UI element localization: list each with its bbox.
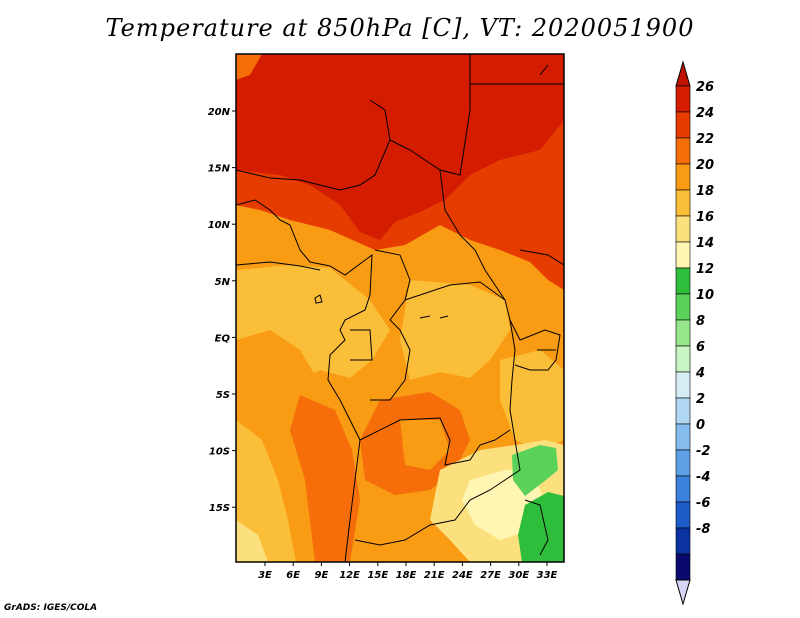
contour-18-20-central	[400, 280, 510, 380]
colorbar-top-arrow	[675, 60, 691, 87]
colorbar-swatch	[675, 111, 691, 139]
colorbar-label: 20	[696, 158, 714, 173]
colorbar-label: 10	[696, 288, 714, 303]
lat-tick-label: 15S	[209, 503, 230, 514]
colorbar-label: 0	[696, 418, 705, 433]
colorbar-swatch	[675, 137, 691, 165]
contour-18-20-sw	[236, 420, 296, 562]
colorbar-bottom-arrow	[675, 579, 691, 606]
contour-over-26	[236, 54, 564, 240]
colorbar-swatch	[675, 215, 691, 243]
grads-credit: GrADS: IGES/COLA	[4, 603, 98, 613]
lat-tick-label: 5N	[215, 277, 231, 288]
colorbar-label: -6	[696, 496, 710, 511]
colorbar-label: 6	[696, 340, 705, 355]
colorbar-swatch	[675, 501, 691, 529]
colorbar-swatch	[675, 449, 691, 477]
colorbar-swatch	[675, 189, 691, 217]
colorbar-swatch	[675, 475, 691, 503]
colorbar-swatch	[675, 371, 691, 399]
colorbar-label: -8	[696, 522, 710, 537]
contour-22-24-coast	[290, 395, 360, 562]
colorbar-label: 12	[696, 262, 714, 277]
lat-tick-label: 15N	[208, 164, 231, 175]
colorbar-swatch	[675, 553, 691, 581]
colorbar-label: 22	[696, 132, 714, 147]
lon-tick-label: 12E	[339, 570, 360, 581]
lon-tick-label: 27E	[480, 570, 501, 581]
colorbar-label: 2	[696, 392, 705, 407]
colorbar-swatch	[675, 293, 691, 321]
lat-tick-label: EQ	[215, 333, 231, 344]
colorbar-label: 8	[696, 314, 705, 329]
lon-tick-label: 3E	[258, 570, 272, 581]
lon-tick-label: 15E	[367, 570, 388, 581]
longitude-axis: 3E 6E 9E 12E 15E 18E 21E 24E 27E 30E 33E	[258, 562, 558, 581]
colorbar-swatch	[675, 267, 691, 295]
colorbar-label: 18	[696, 184, 714, 199]
lon-tick-label: 30E	[508, 570, 529, 581]
contour-18-20-east	[500, 350, 564, 450]
colorbar-swatch	[675, 241, 691, 269]
lon-tick-label: 18E	[396, 570, 417, 581]
contour-10-14-malawi	[518, 492, 564, 562]
lat-tick-label: 10N	[208, 220, 231, 231]
colorbar-label: 16	[696, 210, 714, 225]
lat-tick-label: 5S	[216, 390, 230, 401]
contour-22-24-west	[236, 54, 262, 80]
colorbar-swatch	[675, 163, 691, 191]
map-title: Temperature at 850hPa [C], VT: 202005190…	[105, 14, 695, 42]
colorbar-label: -4	[696, 470, 710, 485]
lon-tick-label: 21E	[424, 570, 445, 581]
colorbar-label: -2	[696, 444, 710, 459]
country-borders	[236, 54, 564, 562]
colorbar-swatch	[675, 85, 691, 113]
contour-16-18-sw	[236, 520, 268, 562]
lon-tick-label: 6E	[286, 570, 300, 581]
colorbar-label: 14	[696, 236, 714, 251]
colorbar-swatch	[675, 319, 691, 347]
contour-10-14-se	[512, 445, 558, 496]
lon-tick-label: 24E	[452, 570, 473, 581]
colorbar-label: 26	[696, 80, 714, 95]
contour-20-22-south	[400, 420, 450, 470]
lon-tick-label: 9E	[315, 570, 329, 581]
lat-tick-label: 20N	[208, 107, 231, 118]
latitude-axis: 20N 15N 10N 5N EQ 5S 10S 15S	[208, 107, 236, 514]
lat-tick-label: 10S	[209, 447, 230, 458]
colorbar-label: 24	[696, 106, 714, 121]
map-frame	[235, 53, 565, 563]
colorbar-swatch	[675, 345, 691, 373]
colorbar-swatch	[675, 397, 691, 425]
colorbar-swatch	[675, 423, 691, 451]
colorbar-swatch	[675, 527, 691, 555]
temperature-field	[236, 54, 564, 562]
colorbar-label: 4	[695, 366, 705, 381]
lon-tick-label: 33E	[537, 570, 558, 581]
